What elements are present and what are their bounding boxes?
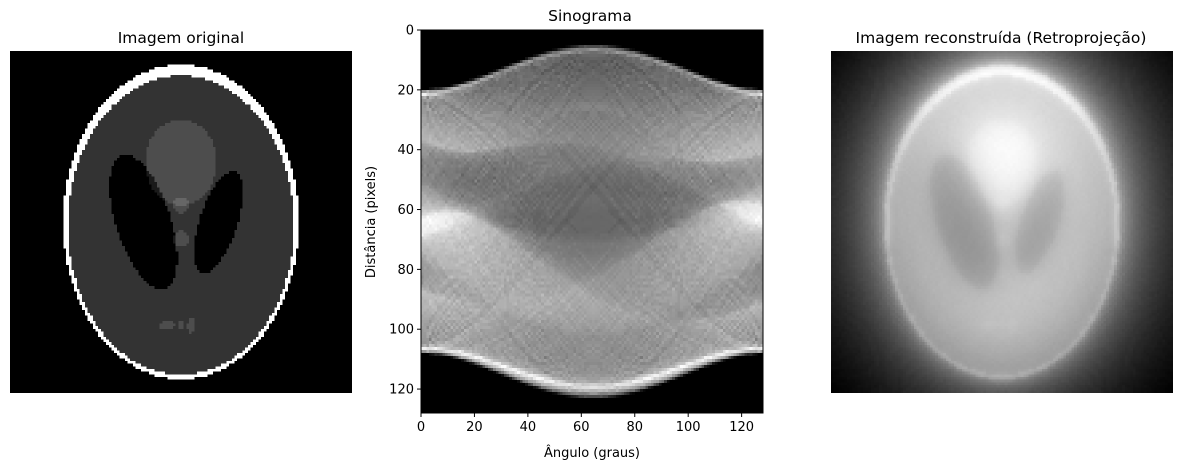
reconstruction-heatmap bbox=[831, 51, 1173, 393]
y-tick-label: 80 bbox=[397, 263, 414, 278]
sinogram-frame bbox=[420, 29, 764, 414]
reconstruction-title: Imagem reconstruída (Retroprojeção) bbox=[856, 29, 1147, 47]
x-tick-label: 100 bbox=[676, 420, 701, 435]
x-tick-label: 120 bbox=[729, 420, 754, 435]
sinogram-panel: Sinograma 0 20 40 60 80 100 120 0 20 40 60 80 100 12… bbox=[364, 7, 764, 461]
sinogram-y-label: Distância (pixels) bbox=[364, 166, 379, 278]
sinogram-x-label: Ângulo (graus) bbox=[544, 445, 640, 461]
y-tick-label: 60 bbox=[397, 203, 414, 218]
sinogram-y-ticks: 0 20 40 60 80 100 120 bbox=[389, 24, 421, 398]
original-image-title: Imagem original bbox=[118, 29, 245, 47]
sinogram-title: Sinograma bbox=[548, 7, 632, 25]
x-tick-label: 40 bbox=[520, 420, 537, 435]
x-tick-label: 0 bbox=[417, 420, 425, 435]
y-tick-label: 120 bbox=[389, 383, 414, 398]
original-image-panel: Imagem original bbox=[10, 29, 352, 393]
sinogram-x-ticks: 0 20 40 60 80 100 120 bbox=[417, 413, 754, 435]
y-tick-label: 20 bbox=[397, 83, 414, 98]
reconstruction-panel: Imagem reconstruída (Retroprojeção) bbox=[831, 29, 1173, 393]
x-tick-label: 20 bbox=[466, 420, 483, 435]
original-image-heatmap bbox=[10, 51, 352, 393]
y-tick-label: 40 bbox=[397, 143, 414, 158]
sinogram-heatmap bbox=[421, 30, 763, 413]
y-tick-label: 0 bbox=[406, 24, 414, 39]
x-tick-label: 60 bbox=[573, 420, 590, 435]
x-tick-label: 80 bbox=[626, 420, 643, 435]
y-tick-label: 100 bbox=[389, 323, 414, 338]
